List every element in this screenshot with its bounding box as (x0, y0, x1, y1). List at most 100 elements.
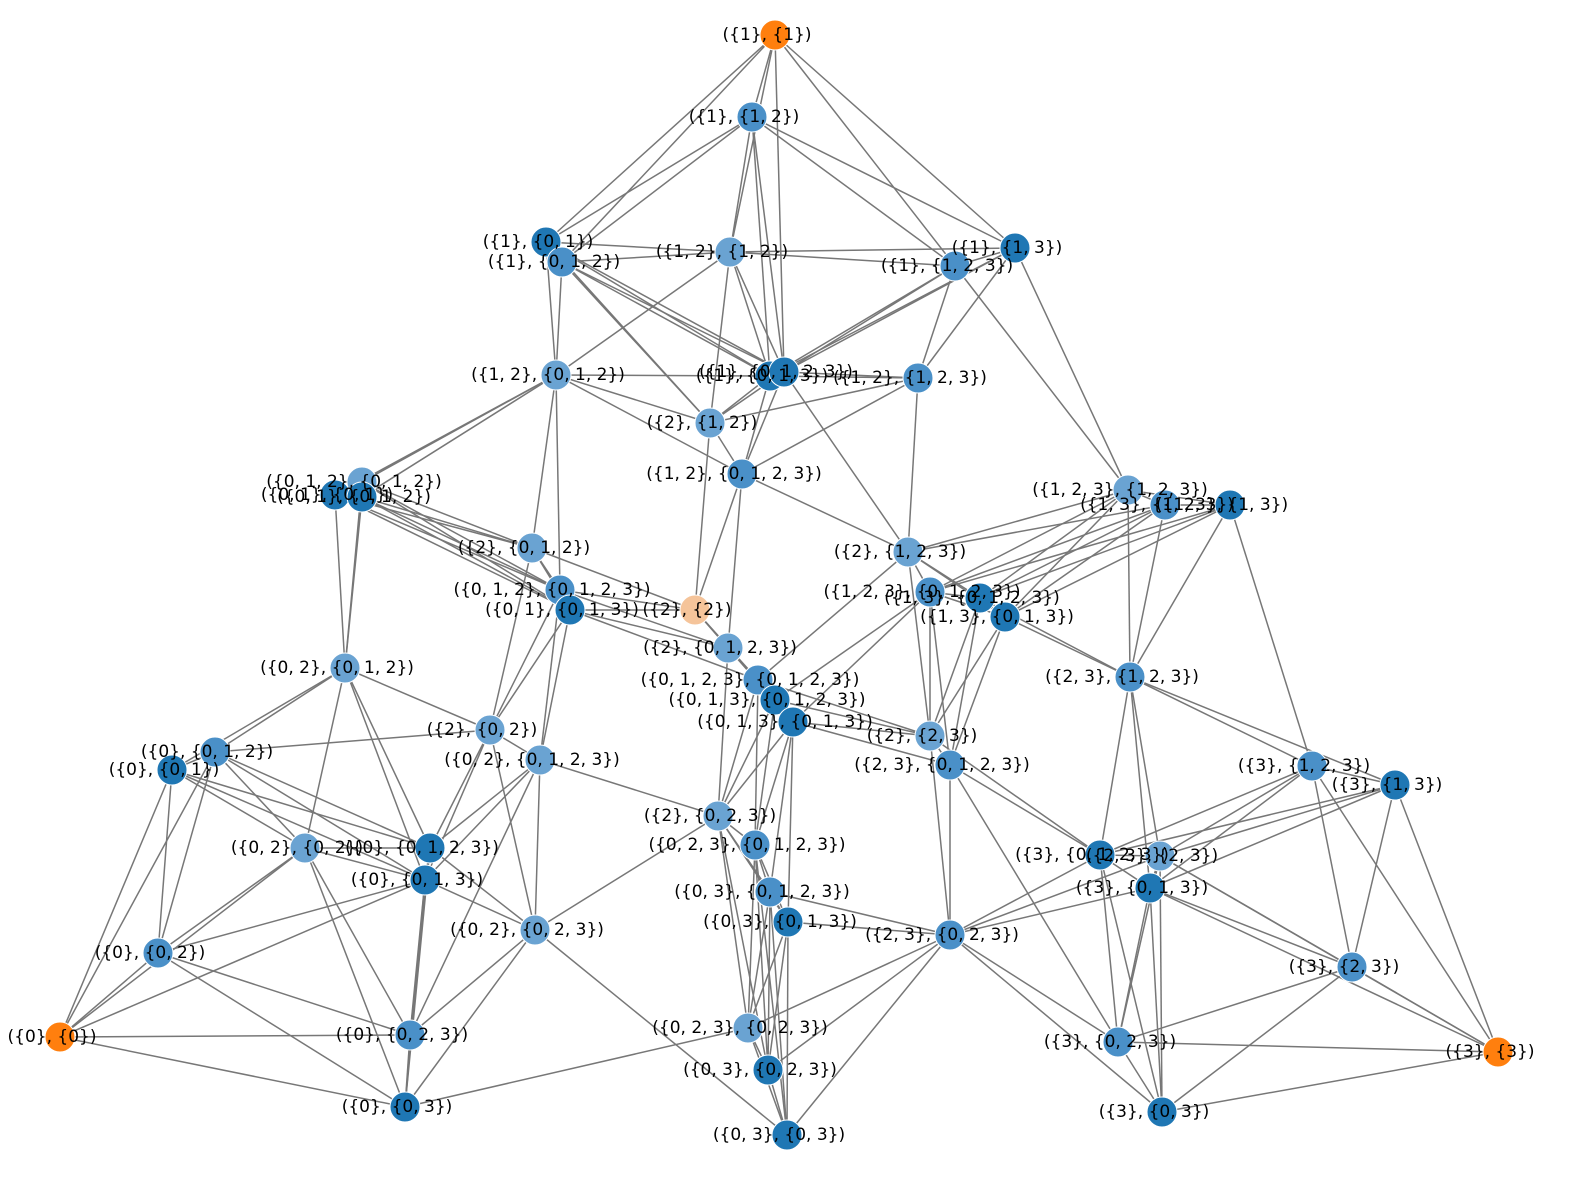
node (964, 582, 996, 614)
edge (694, 473, 743, 611)
edge (1149, 887, 1353, 968)
edge (949, 854, 1101, 936)
node-label: ({0, 1}, {0, 1, 2}) (277, 487, 431, 507)
node (752, 1054, 784, 1086)
edge (979, 504, 1231, 599)
edge (787, 921, 951, 936)
node-label: ({0, 2, 3}, {0, 2, 3}) (652, 1018, 827, 1038)
edge (489, 589, 561, 731)
edge (1117, 887, 1151, 1043)
edge (59, 952, 159, 1038)
node (474, 714, 506, 746)
edge (1129, 676, 1313, 767)
node-label: ({2}, {0, 2, 3}) (644, 806, 776, 826)
edge (59, 751, 216, 1038)
edge (1159, 855, 1499, 1053)
edge (334, 494, 561, 591)
edge (917, 265, 956, 379)
edge (729, 251, 771, 377)
edge (709, 377, 919, 424)
edge (1149, 765, 1313, 889)
node (1482, 1036, 1514, 1068)
edge (1099, 854, 1163, 1113)
node-label: ({1, 3}, {1, 3}) (1156, 495, 1288, 515)
node (726, 458, 758, 490)
edge (774, 34, 785, 373)
edge (949, 764, 1119, 1043)
node-label: ({2}, {2, 3}) (867, 726, 978, 746)
node (759, 684, 791, 716)
edge (757, 679, 931, 737)
edge (59, 769, 173, 1038)
edge (157, 952, 411, 1036)
node (939, 250, 971, 282)
edge (214, 751, 431, 849)
edge (949, 934, 1119, 1043)
edge (769, 891, 788, 1136)
node (1214, 489, 1246, 521)
edge (917, 247, 1016, 379)
node (389, 1091, 421, 1123)
edge (531, 374, 557, 549)
edge (429, 729, 491, 849)
node-label: ({0, 1, 2, 3}, {0, 1, 2, 3}) (641, 670, 860, 690)
edge (954, 265, 1129, 491)
edge (214, 751, 426, 881)
edge (979, 489, 1129, 599)
node-label: ({0, 1, 3}, {0, 1, 3}) (697, 712, 872, 732)
node-label: ({0}, {0, 1}) (109, 760, 220, 780)
edge (769, 891, 951, 936)
node-label: ({1}, {1}) (723, 25, 812, 45)
edge (1129, 676, 1396, 786)
edge (1004, 489, 1129, 618)
edge (409, 929, 536, 1036)
edge (539, 609, 571, 761)
edge (717, 679, 759, 817)
node-label: ({2}, {0, 1, 2, 3}) (643, 638, 797, 658)
node (1102, 1026, 1134, 1058)
edge (59, 847, 306, 1038)
node-label: ({0}, {0, 1, 2, 3}) (345, 838, 499, 858)
edge (539, 759, 719, 817)
node-label: ({1}, {1, 2, 3}) (881, 256, 1013, 276)
node (702, 800, 734, 832)
edge (1129, 504, 1166, 678)
node-label: ({0}, {0, 3}) (342, 1097, 453, 1117)
edge (214, 667, 346, 753)
node (394, 1019, 426, 1051)
edge (949, 934, 1163, 1113)
node-label: ({1, 3}, {0, 1, 2, 3}) (884, 588, 1059, 608)
edge (555, 261, 563, 376)
node-label: ({1, 3}, {0, 1, 3}) (920, 607, 1074, 627)
edge (929, 597, 981, 737)
node (289, 832, 321, 864)
node (739, 829, 771, 861)
edge (792, 721, 951, 766)
edge (545, 34, 776, 243)
edge (555, 374, 711, 424)
node-label: ({0, 1, 3}, {0, 1, 2, 3}) (668, 690, 865, 710)
edge (1311, 765, 1499, 1053)
node-label: ({3}, {3}) (1446, 1042, 1535, 1062)
edge (304, 847, 426, 881)
edge (1099, 784, 1396, 856)
node-label: ({0}, {0, 1, 2}) (141, 742, 273, 762)
node-label: ({0, 3}, {0, 2, 3}) (683, 1060, 837, 1080)
edge (429, 759, 541, 849)
node (1134, 872, 1166, 904)
node-label: ({1}, {0, 1, 2, 3}) (699, 362, 853, 382)
node-label: ({0, 1}, {0, 1}) (261, 485, 393, 505)
node (736, 101, 768, 133)
node-label: ({1, 2, 3}, {1, 2, 3}) (1032, 480, 1207, 500)
node (712, 632, 744, 664)
node (1336, 951, 1368, 983)
nodes (44, 19, 1514, 1151)
edge (774, 591, 931, 701)
edge (1099, 765, 1313, 856)
node (892, 536, 924, 568)
edge (569, 609, 729, 649)
edge (157, 751, 216, 954)
node-label: ({1, 2}, {0, 1, 2, 3}) (646, 464, 821, 484)
node (934, 749, 966, 781)
